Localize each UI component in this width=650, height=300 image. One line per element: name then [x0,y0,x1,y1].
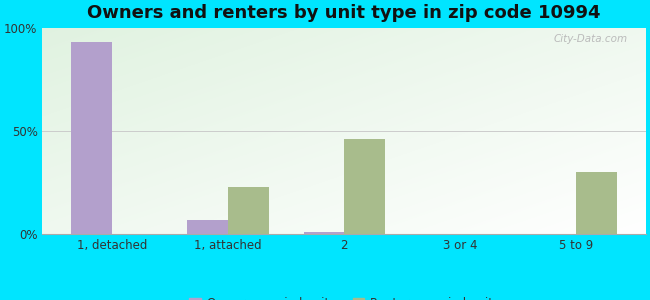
Text: City-Data.com: City-Data.com [554,34,628,44]
Bar [576,172,617,234]
Bar [344,139,385,234]
Bar [228,187,268,234]
Bar [72,42,112,234]
Legend: Owner occupied units, Renter occupied units: Owner occupied units, Renter occupied un… [184,292,504,300]
Title: Owners and renters by unit type in zip code 10994: Owners and renters by unit type in zip c… [87,4,601,22]
Bar [304,232,344,234]
Bar [187,220,228,234]
